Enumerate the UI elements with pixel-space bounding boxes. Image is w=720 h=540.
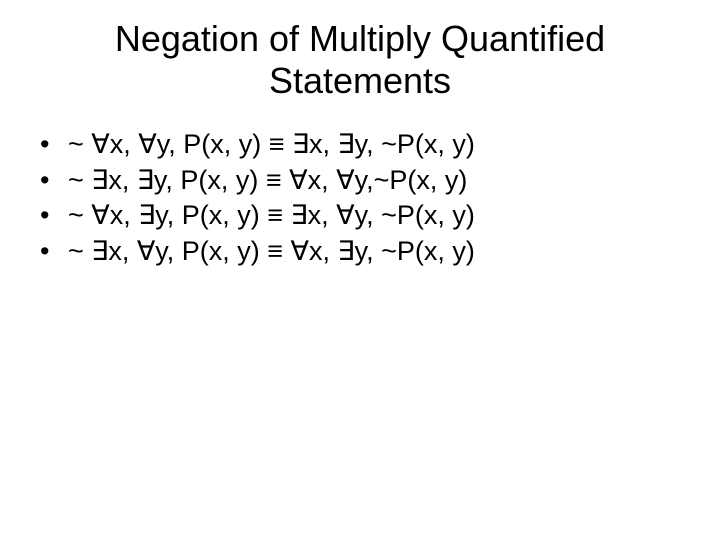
bullet-marker: •	[40, 234, 68, 270]
bullet-list: • ~ ∀x, ∀y, P(x, y) ≡ ∃x, ∃y, ~P(x, y) •…	[36, 127, 684, 270]
bullet-text: ~ ∀x, ∀y, P(x, y) ≡ ∃x, ∃y, ~P(x, y)	[68, 127, 684, 163]
slide-title: Negation of Multiply Quantified Statemen…	[36, 18, 684, 103]
bullet-text: ~ ∃x, ∃y, P(x, y) ≡ ∀x, ∀y,~P(x, y)	[68, 163, 684, 199]
list-item: • ~ ∀x, ∃y, P(x, y) ≡ ∃x, ∀y, ~P(x, y)	[40, 198, 684, 234]
bullet-marker: •	[40, 198, 68, 234]
list-item: • ~ ∃x, ∀y, P(x, y) ≡ ∀x, ∃y, ~P(x, y)	[40, 234, 684, 270]
slide: Negation of Multiply Quantified Statemen…	[0, 0, 720, 540]
list-item: • ~ ∀x, ∀y, P(x, y) ≡ ∃x, ∃y, ~P(x, y)	[40, 127, 684, 163]
bullet-text: ~ ∃x, ∀y, P(x, y) ≡ ∀x, ∃y, ~P(x, y)	[68, 234, 684, 270]
bullet-marker: •	[40, 163, 68, 199]
bullet-text: ~ ∀x, ∃y, P(x, y) ≡ ∃x, ∀y, ~P(x, y)	[68, 198, 684, 234]
bullet-marker: •	[40, 127, 68, 163]
list-item: • ~ ∃x, ∃y, P(x, y) ≡ ∀x, ∀y,~P(x, y)	[40, 163, 684, 199]
